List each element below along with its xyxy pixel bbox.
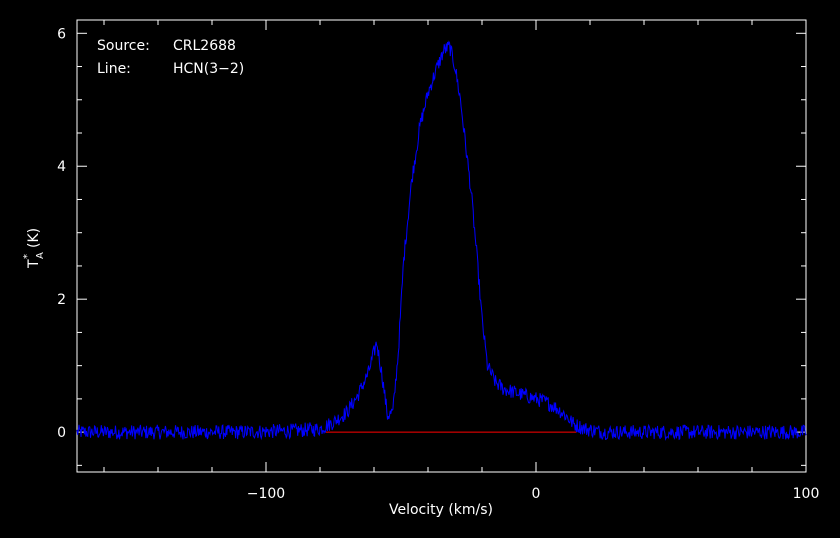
- x-axis-label: Velocity (km/s): [389, 502, 493, 518]
- tick-labels: −100 0 100 0 2 4 6: [57, 26, 819, 502]
- y-axis-label-sub: A: [35, 252, 46, 259]
- x-tick-label: −100: [247, 486, 285, 502]
- x-tick-label: 0: [532, 486, 541, 502]
- source-label: Source:: [97, 38, 150, 54]
- y-tick-label: 6: [57, 26, 66, 42]
- y-axis-label-unit: (K): [26, 228, 42, 248]
- line-value: HCN(3−2): [173, 61, 244, 77]
- axis-ticks: [77, 20, 807, 472]
- y-axis-label-main: T: [26, 259, 42, 269]
- y-axis-label-sup: *: [22, 254, 33, 259]
- y-tick-label: 4: [57, 159, 66, 175]
- y-axis-label: T A * (K): [22, 228, 46, 269]
- y-tick-label: 2: [57, 292, 66, 308]
- source-value: CRL2688: [173, 38, 236, 54]
- line-label: Line:: [97, 61, 131, 77]
- plot-frame: [76, 19, 807, 473]
- y-tick-label: 0: [57, 425, 66, 441]
- x-tick-label: 100: [793, 486, 820, 502]
- spectrum-line: [76, 40, 807, 441]
